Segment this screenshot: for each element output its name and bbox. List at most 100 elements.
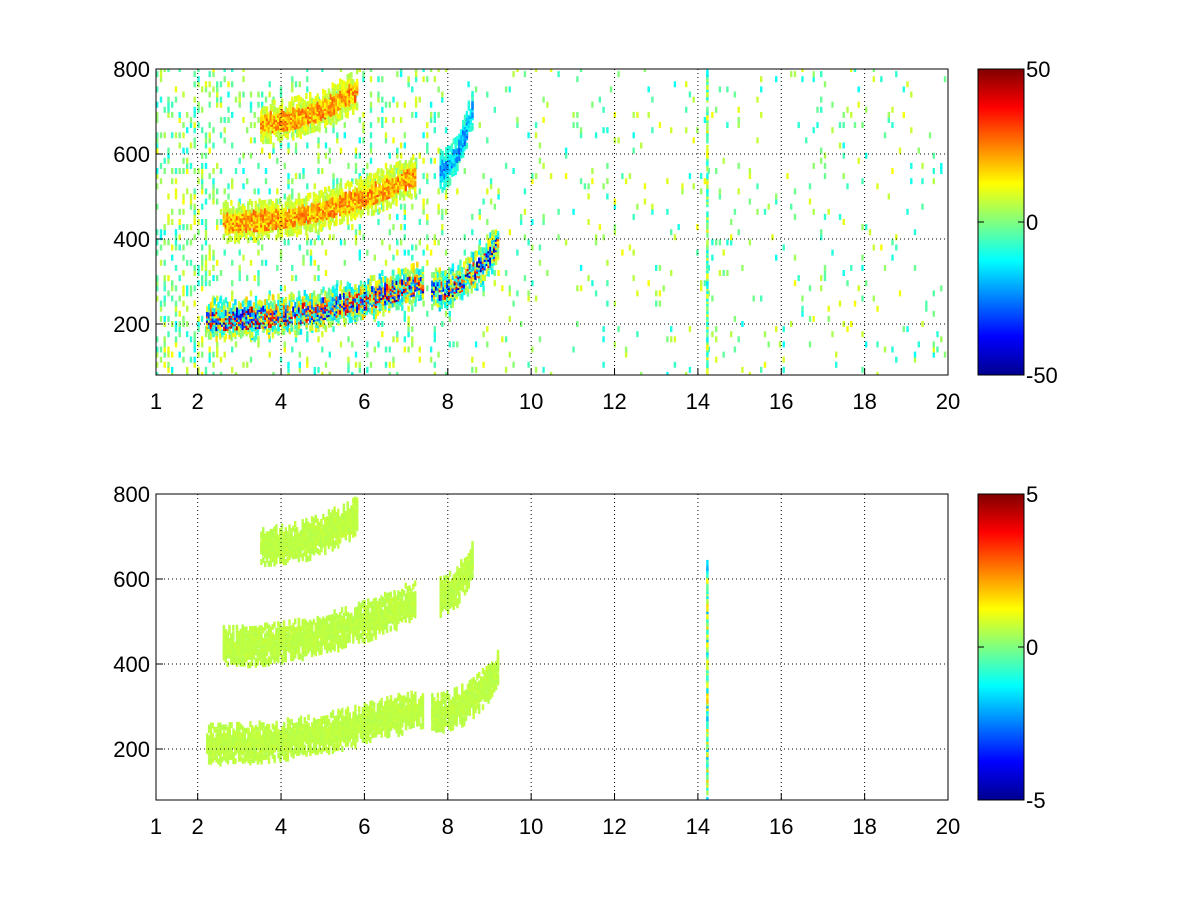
heatmap-cell	[303, 315, 306, 322]
heatmap-cell	[362, 137, 365, 144]
heatmap-cell	[775, 198, 778, 205]
heatmap-cell	[189, 198, 193, 205]
heatmap-cell	[201, 280, 204, 287]
heatmap-cell	[374, 202, 377, 209]
heatmap-cell	[388, 372, 391, 375]
heatmap-cell	[361, 179, 364, 186]
heatmap-cell	[236, 311, 239, 318]
heatmap-cell	[301, 296, 305, 303]
heatmap-cell	[426, 122, 429, 129]
heatmap-cell	[546, 270, 549, 276]
heatmap-cell	[193, 300, 196, 307]
heatmap-cell	[283, 346, 286, 353]
heatmap-cell	[242, 168, 245, 174]
heatmap-cell	[280, 109, 284, 116]
heatmap-cell	[211, 310, 214, 317]
heatmap-cell	[219, 81, 223, 88]
heatmap-cell	[396, 336, 399, 343]
heatmap-cell	[257, 188, 260, 195]
heatmap-cell	[306, 336, 309, 343]
heatmap-cell	[354, 284, 357, 290]
heatmap-cell	[504, 336, 508, 343]
heatmap-cell	[279, 208, 282, 215]
heatmap-cell	[238, 270, 241, 276]
heatmap-cell	[367, 306, 370, 313]
heatmap-cell	[316, 294, 320, 300]
heatmap-cell	[156, 295, 159, 302]
heatmap-cell	[730, 234, 733, 241]
heatmap-cell	[355, 187, 359, 194]
heatmap-cell	[891, 239, 894, 246]
heatmap-cell	[301, 202, 304, 209]
heatmap-cell	[216, 259, 219, 266]
heatmap-cell	[193, 106, 196, 113]
heatmap-cell	[295, 95, 299, 102]
heatmap-cell	[470, 287, 473, 294]
heatmap-cell	[267, 112, 271, 119]
heatmap-cell	[407, 249, 410, 256]
heatmap-cell	[230, 331, 233, 338]
heatmap-cell	[290, 200, 293, 207]
heatmap-cell	[711, 111, 714, 118]
heatmap-cell	[354, 152, 358, 159]
heatmap-cell	[587, 183, 590, 190]
heatmap-cell	[268, 91, 271, 98]
heatmap-cell	[305, 101, 308, 108]
heatmap-cell	[275, 327, 278, 334]
heatmap-cell	[346, 197, 349, 204]
heatmap-cell	[174, 239, 178, 246]
heatmap-cell	[350, 295, 353, 302]
heatmap-cell	[227, 81, 230, 88]
heatmap-cell	[426, 132, 429, 139]
heatmap-cell	[309, 91, 312, 98]
heatmap-cell	[159, 229, 163, 236]
heatmap-cell	[437, 111, 440, 118]
heatmap-cell	[159, 178, 163, 185]
heatmap-cell	[208, 137, 211, 144]
heatmap-cell	[486, 188, 489, 195]
heatmap-cell	[489, 249, 492, 256]
heatmap-cell	[414, 69, 418, 72]
heatmap-cell	[193, 142, 196, 149]
heatmap-cell	[256, 206, 259, 213]
heatmap-cell	[292, 208, 295, 215]
heatmap-cell	[361, 190, 364, 197]
heatmap-cell	[294, 81, 298, 88]
heatmap-cell	[167, 193, 170, 200]
heatmap-cell	[823, 162, 827, 169]
heatmap-cell	[572, 346, 575, 353]
heatmap-cell	[347, 361, 350, 368]
heatmap-cell	[352, 305, 355, 312]
heatmap-cell	[363, 185, 366, 192]
heatmap-cell	[429, 69, 433, 72]
heatmap-cell	[333, 314, 336, 321]
heatmap-cell	[621, 173, 624, 180]
heatmap-cell	[204, 229, 208, 236]
heatmap-cell	[286, 108, 289, 115]
heatmap-cell	[850, 69, 853, 72]
heatmap-cell	[632, 147, 635, 154]
heatmap-cell	[325, 192, 329, 199]
heatmap-cell	[456, 188, 459, 195]
heatmap-cell	[311, 318, 314, 325]
heatmap-cell	[339, 218, 342, 225]
heatmap-cell	[373, 274, 376, 281]
heatmap-cell	[321, 69, 324, 72]
heatmap-cell	[269, 205, 272, 212]
heatmap-cell	[269, 321, 273, 328]
heatmap-cell	[846, 280, 849, 287]
heatmap-cell	[452, 168, 455, 175]
heatmap-cell	[249, 209, 252, 216]
heatmap-cell	[249, 213, 252, 220]
heatmap-cell	[212, 361, 215, 368]
heatmap-cell	[226, 202, 229, 208]
heatmap-cell	[439, 163, 442, 170]
heatmap-cell	[233, 212, 237, 219]
heatmap-cell	[197, 326, 200, 333]
heatmap-cell	[260, 114, 263, 121]
heatmap-cell	[433, 127, 436, 134]
heatmap-cell	[227, 193, 230, 200]
heatmap-cell	[216, 275, 219, 282]
heatmap-cell	[174, 234, 178, 241]
heatmap-cell	[257, 275, 260, 282]
